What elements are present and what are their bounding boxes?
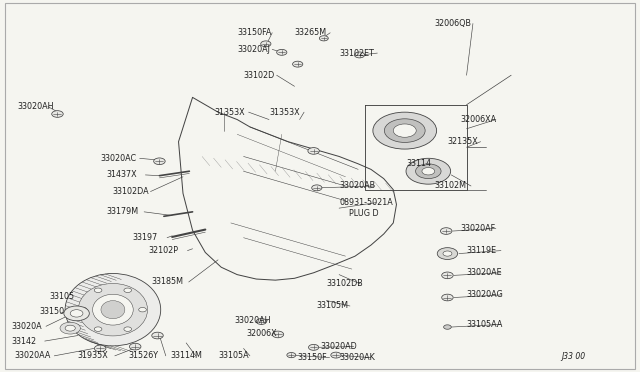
Text: 33179M: 33179M	[106, 207, 139, 217]
Circle shape	[331, 352, 341, 358]
Text: 33105M: 33105M	[317, 301, 349, 311]
Text: 33020AE: 33020AE	[467, 268, 502, 277]
Text: 33150: 33150	[40, 307, 65, 316]
Circle shape	[60, 322, 81, 334]
Text: 33102DB: 33102DB	[326, 279, 363, 288]
Text: 33114M: 33114M	[170, 351, 202, 360]
Circle shape	[79, 308, 87, 312]
Circle shape	[385, 119, 425, 142]
Text: 33119E: 33119E	[467, 246, 497, 255]
Circle shape	[308, 344, 319, 350]
Text: 33102D: 33102D	[244, 71, 275, 80]
Text: PLUG D: PLUG D	[349, 209, 378, 218]
Circle shape	[355, 52, 365, 58]
Text: 33265M: 33265M	[294, 28, 326, 37]
Circle shape	[440, 228, 452, 234]
Circle shape	[312, 185, 322, 191]
Circle shape	[422, 167, 435, 175]
Text: 32135X: 32135X	[447, 137, 478, 146]
Ellipse shape	[93, 294, 133, 325]
Text: 32006XA: 32006XA	[460, 115, 496, 124]
Circle shape	[70, 310, 83, 317]
Circle shape	[394, 124, 416, 137]
Circle shape	[272, 331, 284, 338]
Circle shape	[415, 164, 441, 179]
Text: 32006QB: 32006QB	[435, 19, 472, 28]
Text: 33142: 33142	[11, 337, 36, 346]
Text: 31353X: 31353X	[269, 108, 300, 117]
Circle shape	[124, 288, 132, 292]
Text: 33020AA: 33020AA	[14, 351, 51, 360]
Circle shape	[442, 294, 453, 301]
Text: J33 00: J33 00	[561, 352, 585, 361]
Text: 33020AD: 33020AD	[320, 342, 356, 351]
Text: 31353X: 31353X	[215, 108, 246, 117]
Circle shape	[319, 36, 328, 41]
Ellipse shape	[101, 301, 125, 319]
Text: 31437X: 31437X	[106, 170, 137, 179]
Circle shape	[444, 325, 451, 329]
Circle shape	[154, 158, 165, 164]
Text: 33114: 33114	[406, 159, 431, 169]
Circle shape	[94, 288, 102, 292]
Text: 33020AH: 33020AH	[234, 316, 271, 325]
Circle shape	[139, 308, 147, 312]
Circle shape	[95, 345, 106, 352]
Text: 33197: 33197	[132, 233, 157, 242]
Text: 31526Y: 31526Y	[129, 351, 159, 360]
Text: 32006X: 32006X	[246, 329, 277, 338]
Circle shape	[406, 158, 451, 184]
Circle shape	[94, 327, 102, 331]
Circle shape	[308, 148, 319, 154]
Circle shape	[152, 332, 163, 339]
Text: 33020A: 33020A	[11, 322, 42, 331]
Circle shape	[65, 325, 76, 331]
Circle shape	[443, 251, 452, 256]
Text: 31935X: 31935X	[78, 351, 109, 360]
Text: 33105AA: 33105AA	[467, 320, 503, 329]
Text: 08931-5021A: 08931-5021A	[339, 198, 393, 207]
Circle shape	[256, 318, 266, 324]
Text: 33105A: 33105A	[218, 351, 249, 360]
Text: 33102DA: 33102DA	[113, 187, 150, 196]
Text: 33102M: 33102M	[435, 182, 467, 190]
Text: 33105: 33105	[49, 292, 74, 301]
Text: 33020AG: 33020AG	[467, 291, 503, 299]
Text: 33020AF: 33020AF	[460, 224, 495, 233]
Text: 33102ET: 33102ET	[339, 49, 374, 58]
Text: 32102P: 32102P	[148, 246, 178, 255]
Ellipse shape	[65, 273, 161, 346]
Text: 33150FA: 33150FA	[237, 28, 271, 37]
Circle shape	[52, 111, 63, 117]
Circle shape	[442, 272, 453, 279]
Text: 33020AC: 33020AC	[100, 154, 136, 163]
Circle shape	[287, 353, 296, 358]
Text: 33020AJ: 33020AJ	[237, 45, 270, 54]
Circle shape	[260, 41, 271, 47]
Text: 33150F: 33150F	[298, 353, 327, 362]
Ellipse shape	[78, 283, 148, 336]
Text: 33020AH: 33020AH	[17, 102, 54, 111]
Circle shape	[129, 343, 141, 350]
Circle shape	[276, 49, 287, 55]
Text: 33020AB: 33020AB	[339, 182, 375, 190]
Circle shape	[64, 306, 90, 321]
Text: 33185M: 33185M	[151, 278, 183, 286]
Text: 33020AK: 33020AK	[339, 353, 375, 362]
Circle shape	[292, 61, 303, 67]
Circle shape	[373, 112, 436, 149]
Circle shape	[437, 248, 458, 260]
Circle shape	[124, 327, 132, 331]
